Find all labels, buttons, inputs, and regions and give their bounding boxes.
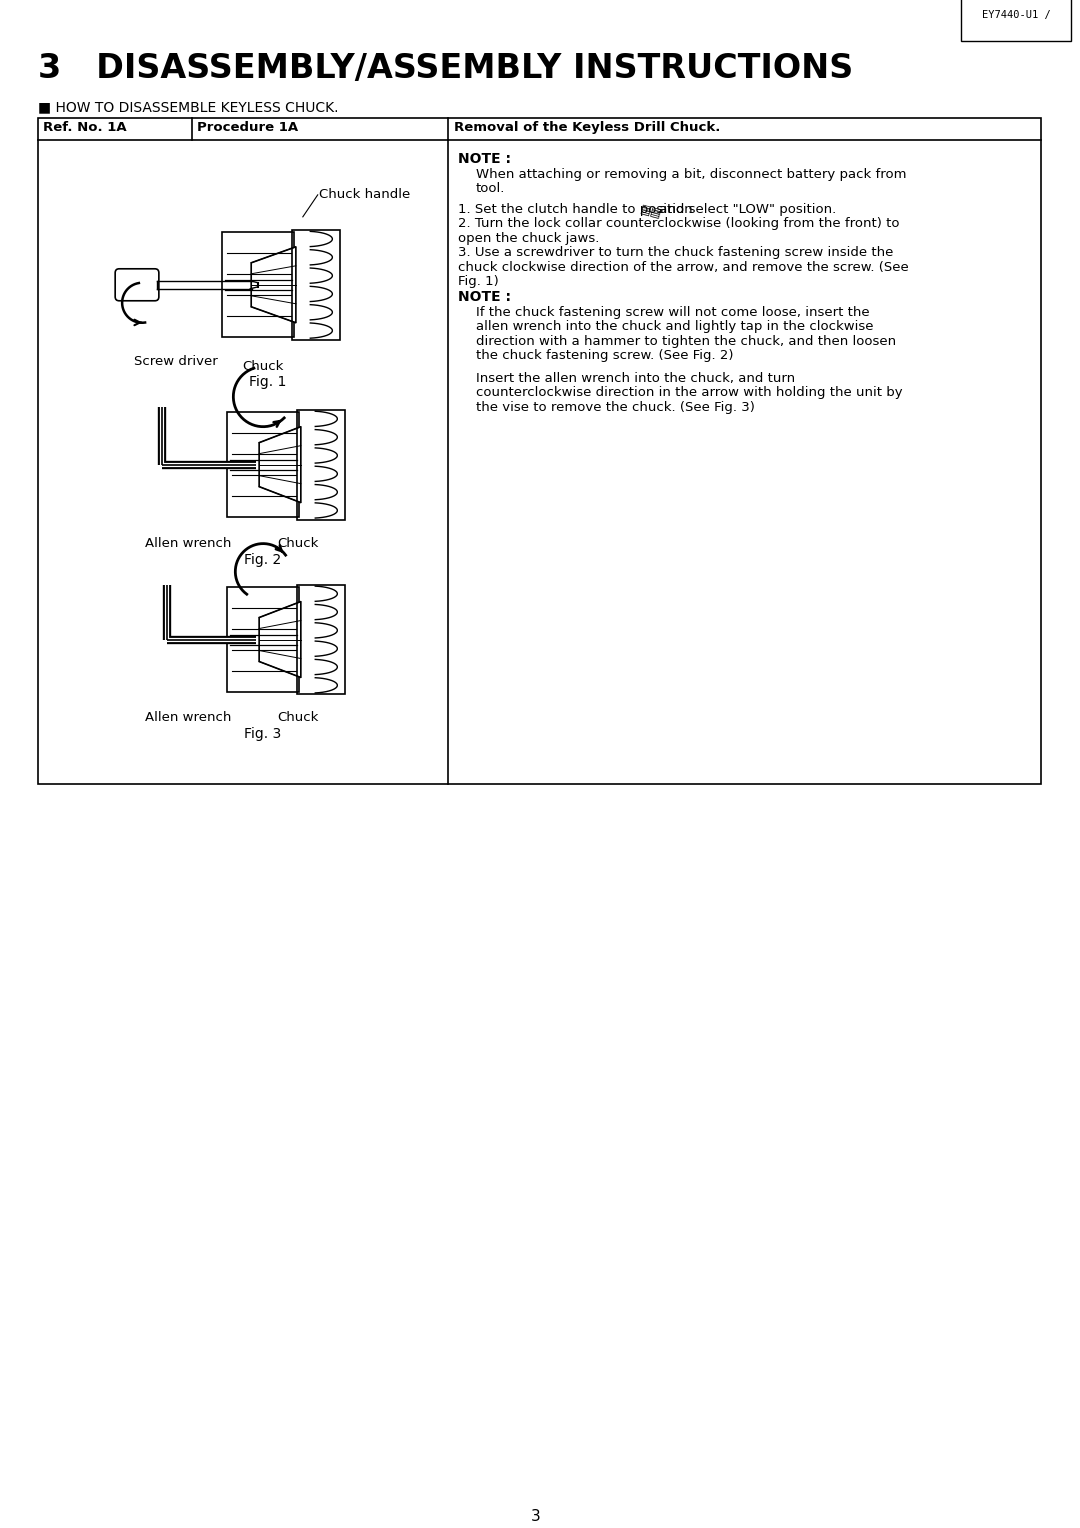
Text: 1. Set the clutch handle to position: 1. Set the clutch handle to position bbox=[458, 203, 692, 215]
Bar bbox=[38, 118, 1040, 784]
Bar bbox=[292, 229, 339, 339]
Text: and select "LOW" position.: and select "LOW" position. bbox=[656, 203, 837, 215]
Text: Removal of the Keyless Drill Chuck.: Removal of the Keyless Drill Chuck. bbox=[454, 121, 720, 134]
FancyBboxPatch shape bbox=[116, 269, 159, 301]
Text: Insert the allen wrench into the chuck, and turn: Insert the allen wrench into the chuck, … bbox=[475, 371, 795, 385]
Text: Allen wrench: Allen wrench bbox=[146, 536, 232, 550]
Text: 3: 3 bbox=[531, 1508, 541, 1523]
Polygon shape bbox=[259, 426, 301, 503]
Text: ■ HOW TO DISASSEMBLE KEYLESS CHUCK.: ■ HOW TO DISASSEMBLE KEYLESS CHUCK. bbox=[38, 99, 338, 115]
Polygon shape bbox=[252, 248, 296, 322]
Text: 3   DISASSEMBLY/ASSEMBLY INSTRUCTIONS: 3 DISASSEMBLY/ASSEMBLY INSTRUCTIONS bbox=[38, 52, 853, 86]
Text: Chuck: Chuck bbox=[242, 359, 284, 373]
Text: tool.: tool. bbox=[475, 182, 505, 196]
Text: Chuck handle: Chuck handle bbox=[319, 188, 410, 202]
Text: Fig. 2: Fig. 2 bbox=[244, 553, 282, 567]
Bar bbox=[228, 587, 299, 692]
Text: Chuck: Chuck bbox=[278, 536, 319, 550]
Text: the vise to remove the chuck. (See Fig. 3): the vise to remove the chuck. (See Fig. … bbox=[475, 400, 755, 414]
Bar bbox=[297, 585, 345, 695]
Text: Chuck: Chuck bbox=[278, 712, 319, 724]
Text: the chuck fastening screw. (See Fig. 2): the chuck fastening screw. (See Fig. 2) bbox=[475, 350, 733, 362]
Text: Fig. 3: Fig. 3 bbox=[244, 727, 282, 741]
Text: direction with a hammer to tighten the chuck, and then loosen: direction with a hammer to tighten the c… bbox=[475, 335, 895, 348]
Text: Screw driver: Screw driver bbox=[134, 354, 218, 368]
Text: ▤▤: ▤▤ bbox=[638, 203, 663, 222]
Text: Fig. 1: Fig. 1 bbox=[249, 374, 287, 388]
Bar bbox=[228, 413, 299, 516]
Text: When attaching or removing a bit, disconnect battery pack from: When attaching or removing a bit, discon… bbox=[475, 168, 906, 180]
Text: Fig. 1): Fig. 1) bbox=[458, 275, 499, 289]
Text: NOTE :: NOTE : bbox=[458, 290, 511, 304]
Text: If the chuck fastening screw will not come loose, insert the: If the chuck fastening screw will not co… bbox=[475, 306, 869, 319]
Text: chuck clockwise direction of the arrow, and remove the screw. (See: chuck clockwise direction of the arrow, … bbox=[458, 261, 908, 274]
Text: open the chuck jaws.: open the chuck jaws. bbox=[458, 232, 599, 244]
Text: Ref. No. 1A: Ref. No. 1A bbox=[43, 121, 126, 134]
Text: Procedure 1A: Procedure 1A bbox=[197, 121, 298, 134]
Text: allen wrench into the chuck and lightly tap in the clockwise: allen wrench into the chuck and lightly … bbox=[475, 321, 873, 333]
Text: NOTE :: NOTE : bbox=[458, 151, 511, 167]
Polygon shape bbox=[259, 602, 301, 677]
Text: 2. Turn the lock collar counterclockwise (looking from the front) to: 2. Turn the lock collar counterclockwise… bbox=[458, 217, 900, 231]
Text: counterclockwise direction in the arrow with holding the unit by: counterclockwise direction in the arrow … bbox=[475, 387, 902, 399]
Text: Allen wrench: Allen wrench bbox=[146, 712, 232, 724]
Bar bbox=[297, 410, 345, 520]
Text: EY7440-U1 /: EY7440-U1 / bbox=[982, 11, 1051, 20]
Bar bbox=[222, 232, 294, 338]
Text: 3. Use a screwdriver to turn the chuck fastening screw inside the: 3. Use a screwdriver to turn the chuck f… bbox=[458, 246, 893, 260]
